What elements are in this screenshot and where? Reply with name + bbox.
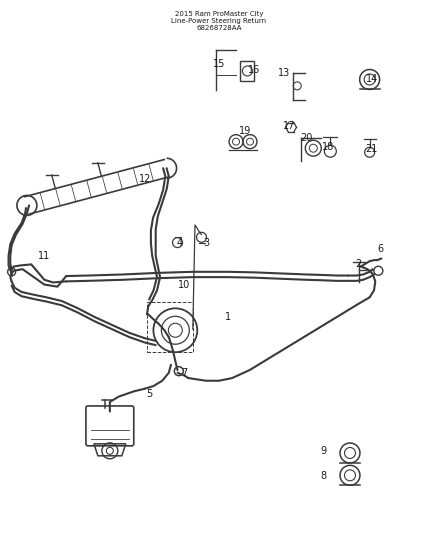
- Text: 2015 Ram ProMaster City
Line-Power Steering Return
68268728AA: 2015 Ram ProMaster City Line-Power Steer…: [171, 12, 267, 31]
- Text: 13: 13: [279, 68, 291, 78]
- Text: 9: 9: [321, 447, 327, 456]
- Text: 16: 16: [248, 65, 260, 75]
- Text: 6: 6: [378, 245, 384, 254]
- Text: 21: 21: [366, 143, 378, 154]
- Text: 4: 4: [177, 238, 183, 248]
- Text: 3: 3: [203, 238, 209, 248]
- Text: 20: 20: [300, 133, 312, 143]
- Text: 15: 15: [213, 59, 225, 69]
- Text: 14: 14: [366, 75, 378, 84]
- Text: 10: 10: [178, 280, 190, 290]
- Text: 5: 5: [146, 389, 152, 399]
- Text: 7: 7: [181, 368, 187, 378]
- Bar: [240, 61, 254, 81]
- Text: 2: 2: [356, 259, 362, 269]
- Text: 11: 11: [38, 251, 50, 261]
- Text: 17: 17: [283, 120, 295, 131]
- Text: 19: 19: [239, 126, 251, 136]
- Text: 18: 18: [322, 142, 334, 152]
- Text: 8: 8: [321, 471, 327, 481]
- Text: 1: 1: [225, 312, 231, 322]
- Text: 12: 12: [138, 174, 151, 184]
